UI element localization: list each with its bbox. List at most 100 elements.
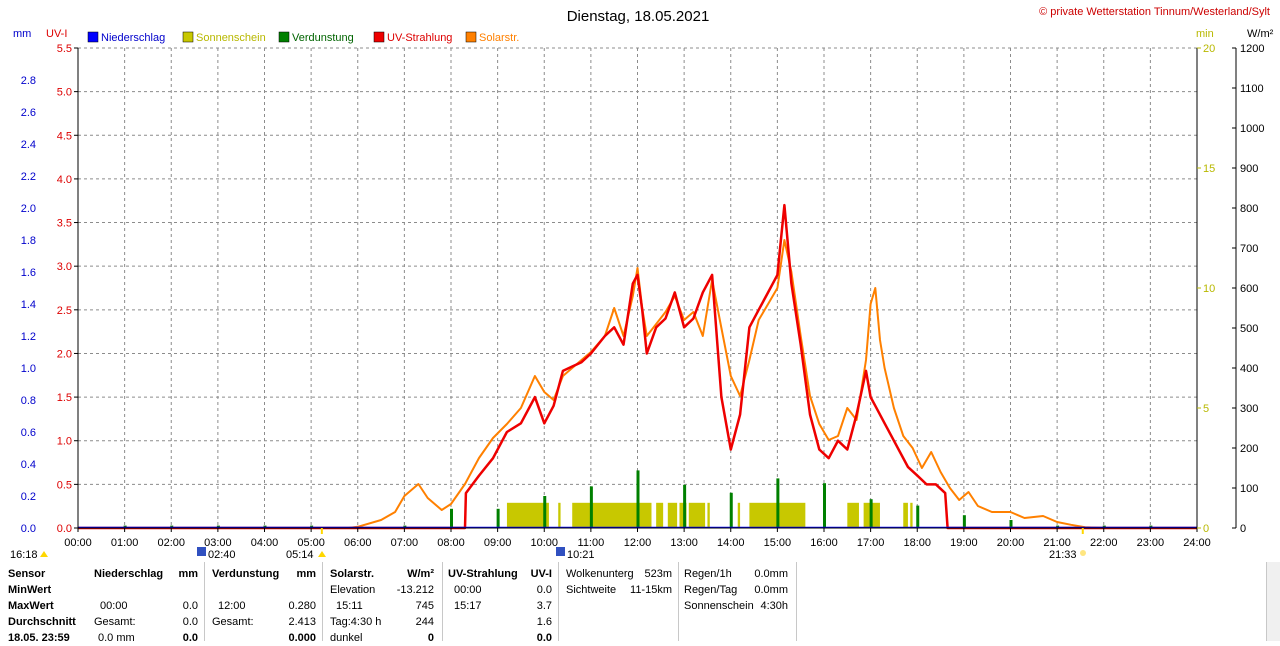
precip-total-value: 0.0	[182, 616, 198, 628]
sunshine-bar	[667, 502, 678, 528]
rain-day-value: 0.0mm	[754, 584, 788, 596]
legend-swatch	[373, 31, 385, 43]
mm-tick-label: 0.6	[21, 427, 36, 439]
sensor-header: Sensor	[8, 568, 46, 580]
solar-day-value: 244	[415, 616, 434, 628]
wm2-tick-label: 200	[1240, 443, 1258, 455]
evaporation-spike	[496, 508, 500, 528]
wm2-tick-label: 500	[1240, 323, 1258, 335]
uv-max-time: 15:17	[454, 600, 482, 612]
x-tick-label: 00:00	[64, 537, 92, 549]
sunrise-label: 05:14	[286, 549, 314, 561]
sunshine-bar	[656, 502, 664, 528]
rain-column: Regen/1h 0.0mm Regen/Tag 0.0mm Sonnenschei…	[684, 562, 792, 641]
x-tick-label: 12:00	[624, 537, 652, 549]
precip-current-bold: 0.0	[182, 632, 198, 644]
evap-total-label: Gesamt:	[212, 616, 254, 628]
min-tick-label: 20	[1203, 43, 1215, 55]
legend-label: Verdunstung	[292, 32, 354, 44]
column-divider	[558, 562, 559, 641]
legend-swatch	[465, 31, 477, 43]
precip-title: Niederschlag	[94, 568, 164, 580]
evaporation-spikes	[123, 470, 1153, 528]
column-divider	[442, 562, 443, 641]
precip-total-label: Gesamt:	[94, 616, 136, 628]
evaporation-spike	[543, 496, 547, 528]
wm2-tick-label: 900	[1240, 163, 1258, 175]
x-tick-label: 15:00	[764, 537, 792, 549]
uv-min-time: 00:00	[454, 584, 482, 596]
uv-max-value: 3.7	[536, 600, 552, 612]
durchschnitt-label: Durchschnitt	[8, 616, 76, 628]
uv-current-bold: 0.0	[536, 632, 552, 644]
mm-tick-label: 2.4	[21, 139, 36, 151]
x-tick-label: 13:00	[670, 537, 698, 549]
moonset-label: 10:21	[567, 549, 595, 561]
x-tick-label: 08:00	[437, 537, 465, 549]
sunshine-bar	[847, 502, 859, 528]
evap-current-bold: 0.000	[288, 632, 316, 644]
x-tick-label: 14:00	[717, 537, 745, 549]
solar-title: Solarstr.	[330, 568, 375, 580]
legend-label: UV-Strahlung	[387, 32, 452, 44]
x-tick-label: 11:00	[578, 537, 605, 549]
evaporation-spike	[450, 508, 453, 528]
x-tick-label: 21:00	[1043, 537, 1071, 549]
x-tick-label: 16:00	[810, 537, 838, 549]
evaporation-spike	[729, 492, 733, 528]
solar-dark-label: dunkel	[330, 632, 363, 644]
x-tick-label: 19:00	[950, 537, 978, 549]
mm-tick-label: 2.6	[21, 107, 36, 119]
evaporation-spike	[776, 478, 780, 528]
precip-max-time: 00:00	[100, 600, 128, 612]
chart-legend: Niederschlag Sonnenschein Verdunstung UV-St…	[87, 31, 519, 44]
solar-elevation-label: Elevation	[330, 584, 376, 596]
evaporation-spike	[962, 515, 966, 528]
legend-swatch	[182, 31, 194, 43]
mm-tick-label: 2.0	[21, 203, 36, 215]
sunshine-bar	[737, 502, 741, 528]
legend-swatch	[87, 31, 99, 43]
column-divider	[322, 562, 323, 641]
wm2-tick-label: 800	[1240, 203, 1258, 215]
moonset-icon	[556, 547, 565, 556]
x-tick-label: 04:00	[251, 537, 279, 549]
sunshine-bar	[688, 502, 706, 528]
legend-label: Solarstr.	[479, 32, 519, 44]
solar-dark-value: 0	[427, 632, 434, 644]
evap-unit: mm	[296, 568, 316, 580]
mm-tick-label: 1.4	[21, 299, 36, 311]
x-tick-label: 06:00	[344, 537, 372, 549]
moonrise-icon	[197, 547, 206, 556]
mm-tick-label: 1.0	[21, 363, 36, 375]
maxwert-label: MaxWert	[8, 600, 54, 612]
uv-tick-label: 0.5	[57, 479, 72, 491]
sunrise-icon	[318, 551, 326, 557]
x-tick-label: 01:00	[111, 537, 139, 549]
wm2-tick-label: 100	[1240, 483, 1258, 495]
sunshine-bar	[506, 502, 549, 528]
sunset-icon	[1080, 550, 1086, 556]
evaporation-spike	[683, 484, 687, 528]
uv-tick-label: 0.0	[57, 523, 72, 535]
solar-elevation-value: -13.212	[396, 584, 434, 596]
solar-max-value: 745	[415, 600, 434, 612]
precip-current: 0.0 mm	[98, 632, 135, 644]
sunshine-value: 4:30h	[760, 600, 788, 612]
uv-avg-value: 1.6	[536, 616, 552, 628]
uv-tick-label: 5.5	[57, 43, 72, 55]
wm2-tick-label: 1100	[1240, 83, 1264, 95]
evaporation-spike	[869, 499, 873, 528]
x-tick-label: 07:00	[391, 537, 419, 549]
uv-min-value: 0.0	[536, 584, 552, 596]
chart-axes: 00:00 01:00 02:00 03:00 04:00 05:00 06:00 07:00…	[21, 43, 1265, 549]
sunshine-bar	[707, 502, 710, 528]
min-axis-unit: min	[1196, 28, 1214, 40]
minwert-label: MinWert	[8, 584, 52, 596]
copyright-text: © private Wetterstation Tinnum/Westerlan…	[1039, 6, 1270, 18]
x-tick-label: 03:00	[204, 537, 232, 549]
table-scrollbar[interactable]	[1266, 562, 1280, 641]
mm-tick-label: 2.8	[21, 75, 36, 87]
column-divider	[796, 562, 797, 641]
evaporation-spike	[823, 483, 826, 528]
